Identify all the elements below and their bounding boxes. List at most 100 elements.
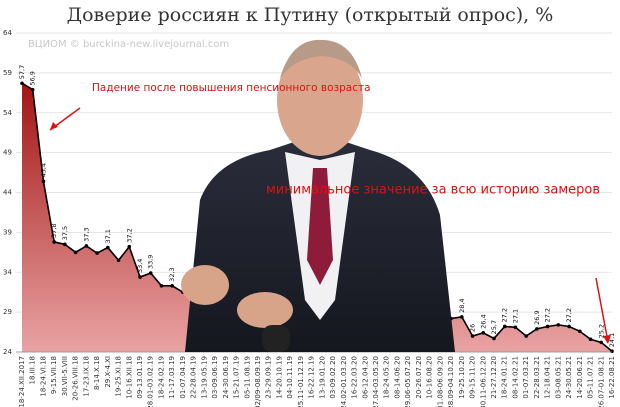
y-tick-label: 24 (3, 348, 12, 356)
x-tick-label: 18-24.05.20 (383, 356, 391, 399)
value-label: 32,3 (168, 267, 176, 281)
x-tick-label: 18-24.XII.2017 (18, 356, 26, 407)
point (545, 324, 550, 329)
point (460, 315, 464, 319)
x-tick-label: 16-22.03.20 (351, 356, 359, 399)
x-tick-label: 06-12.04.20 (361, 356, 369, 399)
point (610, 349, 614, 354)
value-label: 33,9 (147, 255, 155, 269)
x-tick-label: 29.X-4.XI (104, 356, 112, 388)
annotations: Падение после повышения пенсионного возр… (49, 82, 611, 344)
chart-title: Доверие россиян к Путину (открытый опрос… (67, 4, 554, 26)
point (502, 324, 507, 329)
y-tick-label: 44 (3, 189, 12, 197)
x-tick-label: 03-09.02.20 (329, 356, 337, 399)
x-tick-label: 18-24.01.21 (501, 356, 509, 399)
arrow-head (50, 122, 58, 130)
value-label: 33,4 (136, 259, 144, 273)
value-label: 26,9 (533, 310, 541, 324)
point (95, 251, 99, 255)
x-tick-label: 24.02-01.03.20 (340, 356, 348, 407)
point (138, 275, 142, 279)
value-label: 57,7 (18, 65, 26, 79)
x-tick-label: 16-22.08.21 (608, 356, 616, 399)
value-label: 45,4 (39, 163, 47, 177)
point (73, 250, 78, 255)
x-tick-label: 20-26.VIII.18 (72, 356, 80, 401)
annotation: минимальное значение за всю историю заме… (266, 183, 600, 198)
y-tick-label: 29 (3, 308, 12, 316)
x-tick-label: 08-14.06.20 (393, 356, 401, 399)
x-tick-label: 05-11.07.21 (587, 356, 595, 399)
x-tick-label: 20-26.07.20 (415, 356, 423, 399)
x-tick-label: 12-18.04.21 (544, 356, 552, 399)
point (20, 81, 24, 86)
point (556, 323, 561, 327)
value-label: 27,2 (544, 308, 552, 322)
value-label: 28,4 (458, 298, 466, 312)
point (513, 325, 518, 330)
point (52, 240, 56, 244)
watermark: ВЦИОМ © burckina-new.livejournal.com (28, 39, 229, 50)
point (159, 284, 164, 288)
point (588, 337, 593, 342)
point (106, 245, 110, 250)
x-tick-label: 04-10.11.19 (286, 356, 294, 399)
point (63, 242, 67, 247)
x-tick-label: 03-09.06.19 (211, 356, 219, 399)
portrait (181, 39, 455, 352)
x-tick-label: 27.04-03.05.20 (372, 356, 380, 407)
x-tick-label: 24-30.06.19 (222, 356, 230, 399)
x-tick-label: 10-16.XII.18 (125, 356, 133, 399)
point (30, 87, 35, 92)
x-tick-label: 22-28.03.21 (533, 356, 541, 399)
x-tick-label: 15-21.07.19 (233, 356, 241, 399)
value-label: 27,2 (565, 308, 573, 322)
value-label: 26 (469, 324, 477, 332)
x-tick-label: 30.11-06.12.20 (479, 356, 487, 407)
x-tick-label: 11-17.03.19 (168, 356, 176, 399)
x-tick-label: 13-19.01.20 (318, 356, 326, 399)
x-tick-label: 18-24.VI.18 (39, 356, 47, 397)
x-tick-label: 01-07.03.21 (522, 356, 530, 399)
y-tick-label: 49 (3, 149, 12, 157)
point (84, 244, 89, 248)
point (170, 284, 174, 288)
value-label: 25,2 (597, 324, 605, 338)
y-tick-label: 34 (3, 268, 12, 276)
point (470, 334, 475, 338)
value-label: 37,1 (104, 229, 112, 243)
point (535, 327, 539, 331)
x-tick-label: 22-28.04.19 (190, 356, 198, 399)
value-label: 24,1 (608, 333, 616, 347)
x-tick-label: 14-20.10.19 (275, 356, 283, 399)
point (524, 334, 528, 338)
point (148, 271, 153, 275)
value-label: 37,8 (50, 223, 58, 237)
x-tick-label: 09-13.01.19 (136, 356, 144, 399)
point (492, 336, 496, 341)
x-tick-label: 30.VII-5.VIII (61, 356, 69, 396)
point (127, 244, 132, 249)
y-tick-label: 39 (3, 228, 12, 236)
x-tick-label: 13-19.05.19 (200, 356, 208, 399)
arrow-head (603, 335, 611, 344)
annotation-arrow (595, 277, 609, 343)
value-label: 27,2 (501, 308, 509, 322)
value-label: 37,3 (82, 227, 90, 241)
point (599, 340, 604, 345)
value-label: 27,1 (511, 309, 519, 323)
x-tick-label: 25.11-01.12.19 (297, 356, 305, 407)
value-label: 26,4 (479, 314, 487, 328)
x-tick-label: 19-25.XI.18 (115, 356, 123, 397)
value-label: 25,7 (490, 320, 498, 334)
point (41, 179, 46, 184)
y-tick-label: 64 (3, 29, 12, 37)
x-tick-label: 18.III.18 (29, 356, 37, 384)
x-tick-label: 16-22.12.19 (308, 356, 316, 399)
x-tick-label: 28.01-03.02.19 (147, 356, 155, 407)
x-tick-label: 31.08-06.09.20 (436, 356, 444, 407)
x-tick-label: 08-14.02.21 (511, 356, 519, 399)
point (481, 331, 486, 335)
